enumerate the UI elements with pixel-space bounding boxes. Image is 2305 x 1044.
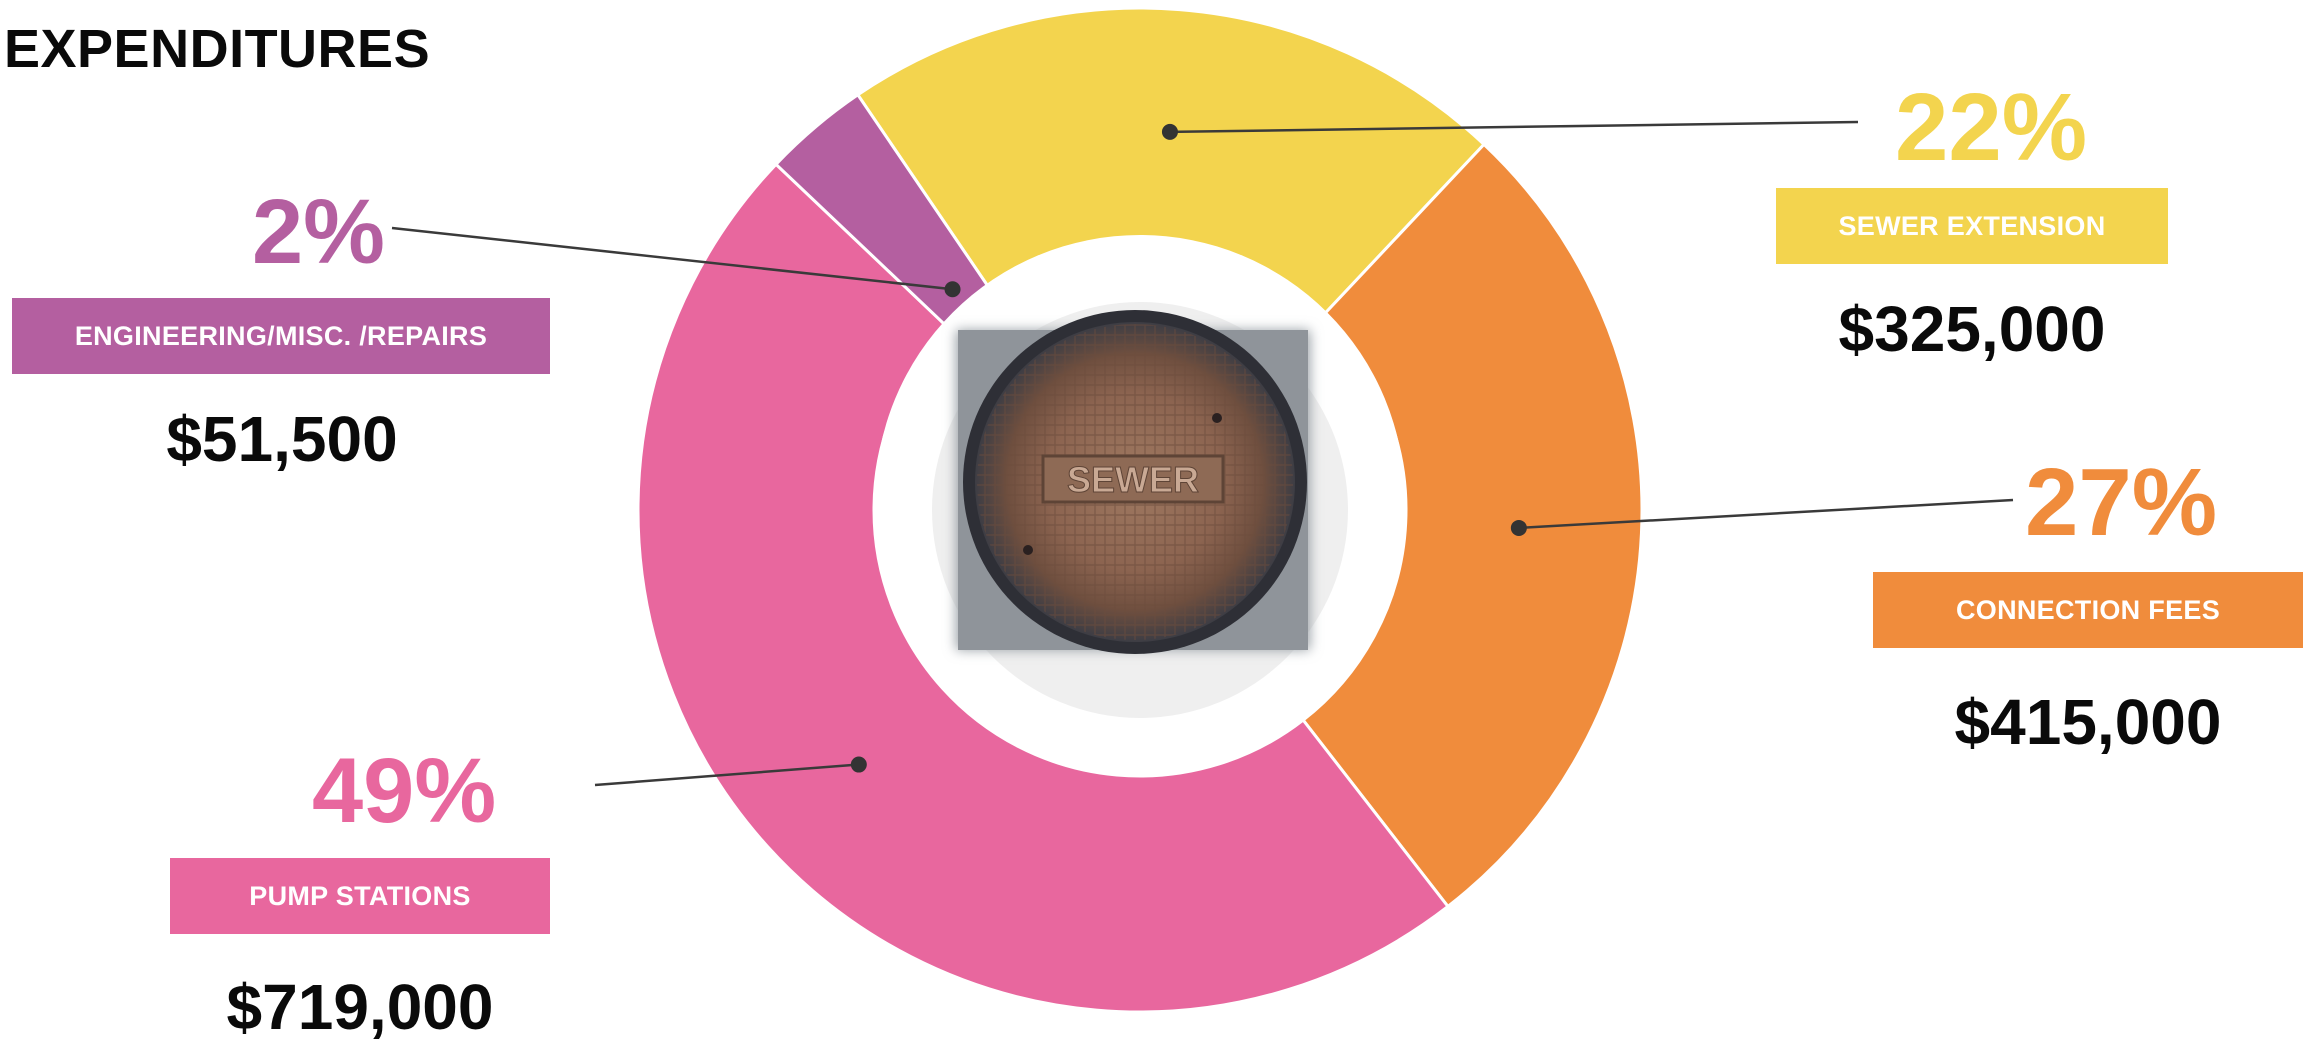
amount-label-sewer-extension: $325,000 bbox=[1838, 293, 2106, 365]
leader-dot-connection-fees bbox=[1510, 519, 1527, 536]
amount-label-pump-stations: $719,000 bbox=[226, 971, 494, 1043]
cover-sewer-text: SEWER bbox=[1067, 459, 1199, 500]
category-label-connection-fees: CONNECTION FEES bbox=[1873, 572, 2303, 648]
percent-label-pump-stations: 49% bbox=[312, 740, 497, 842]
manhole-cover-image: SEWER bbox=[956, 310, 1310, 654]
category-label-pump-stations: PUMP STATIONS bbox=[170, 858, 550, 934]
amount-label-connection-fees: $415,000 bbox=[1954, 686, 2222, 758]
leader-dot-sewer-extension bbox=[1161, 123, 1178, 140]
leader-dot-pump-stations bbox=[850, 756, 867, 773]
page-title: EXPENDITURES bbox=[4, 19, 431, 79]
leader-line-pump-stations bbox=[594, 763, 859, 787]
category-label-engineering-misc-repairs: ENGINEERING/MISC. /REPAIRS bbox=[12, 298, 550, 374]
leader-line-connection-fees bbox=[1518, 498, 2014, 530]
leader-line-sewer-extension bbox=[1169, 120, 1859, 134]
leader-line-engineering-misc-repairs bbox=[391, 226, 953, 291]
percent-label-connection-fees: 27% bbox=[2025, 449, 2218, 556]
percent-label-engineering-misc-repairs: 2% bbox=[252, 181, 385, 283]
leader-dot-engineering-misc-repairs bbox=[944, 281, 961, 298]
amount-label-engineering-misc-repairs: $51,500 bbox=[166, 403, 398, 475]
slice-pump-stations bbox=[636, 162, 1451, 1014]
percent-label-sewer-extension: 22% bbox=[1895, 74, 2088, 181]
category-label-sewer-extension: SEWER EXTENSION bbox=[1776, 188, 2168, 264]
